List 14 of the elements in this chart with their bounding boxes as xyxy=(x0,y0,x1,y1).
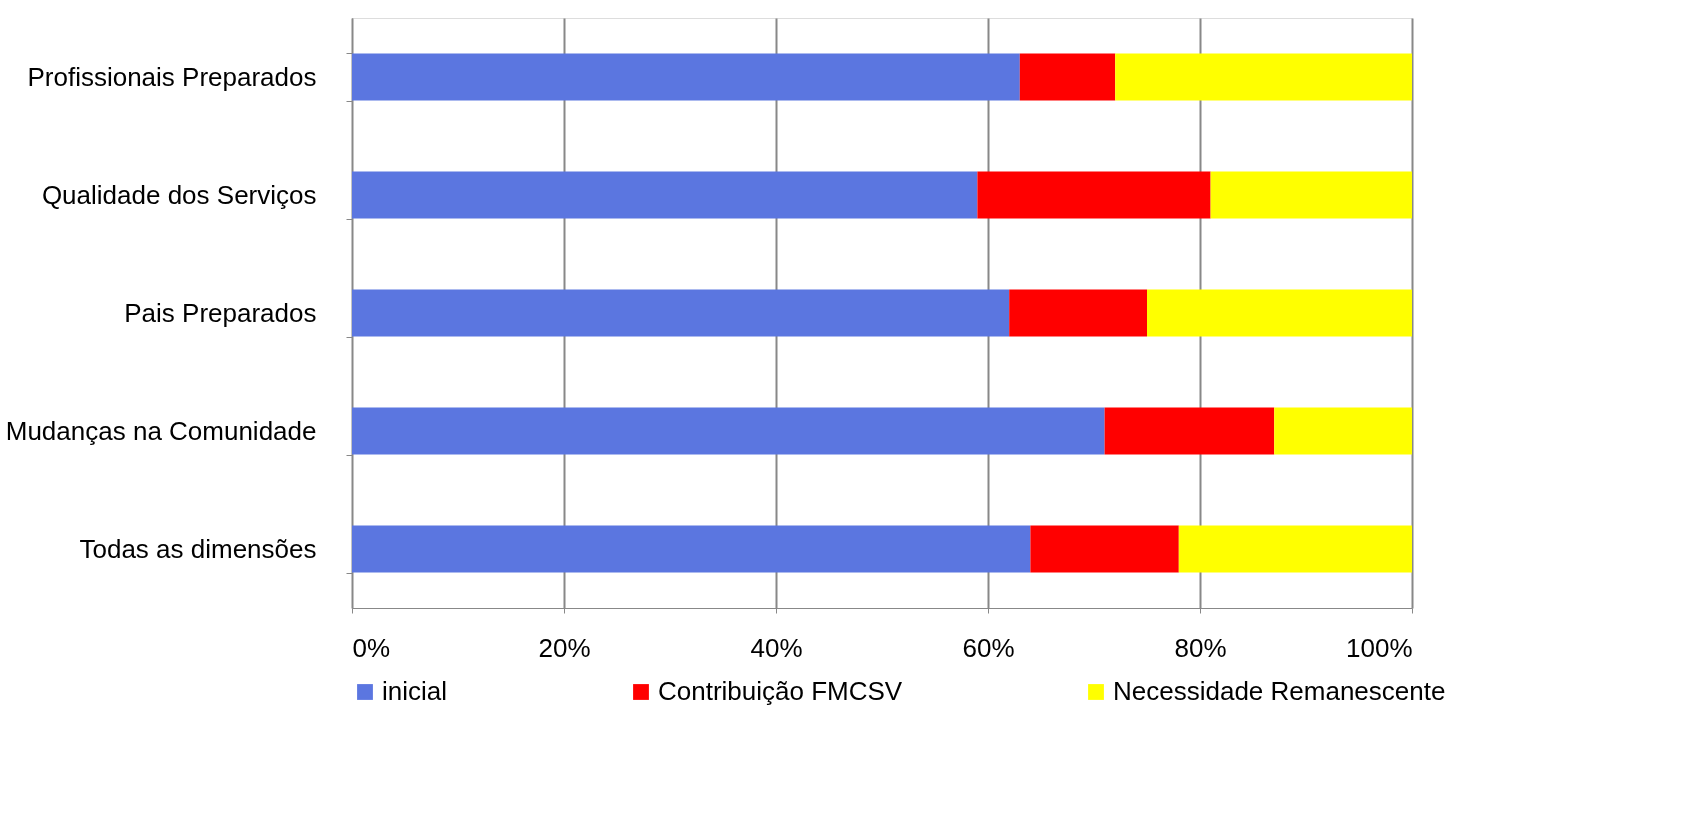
x-tick-label: 40% xyxy=(750,632,803,663)
y-tick-label: Profissionais Preparados xyxy=(27,61,317,92)
legend-label: Contribuição FMCSV xyxy=(658,676,903,706)
y-tick-label: Mudanças na Comunidade xyxy=(5,415,317,446)
x-tick-label: 60% xyxy=(962,632,1015,663)
x-tick-label: 100% xyxy=(1346,632,1413,663)
x-tick-label: 80% xyxy=(1174,632,1227,663)
y-tick-label: Pais Preparados xyxy=(124,297,317,328)
legend-label: Necessidade Remanescente xyxy=(1113,676,1446,706)
legend-label: inicial xyxy=(382,676,448,706)
y-tick-label: Todas as dimensões xyxy=(79,533,317,564)
y-tick-label: Qualidade dos Serviços xyxy=(41,179,317,210)
x-tick-label: 20% xyxy=(538,632,591,663)
x-tick-label: 0% xyxy=(352,632,391,663)
